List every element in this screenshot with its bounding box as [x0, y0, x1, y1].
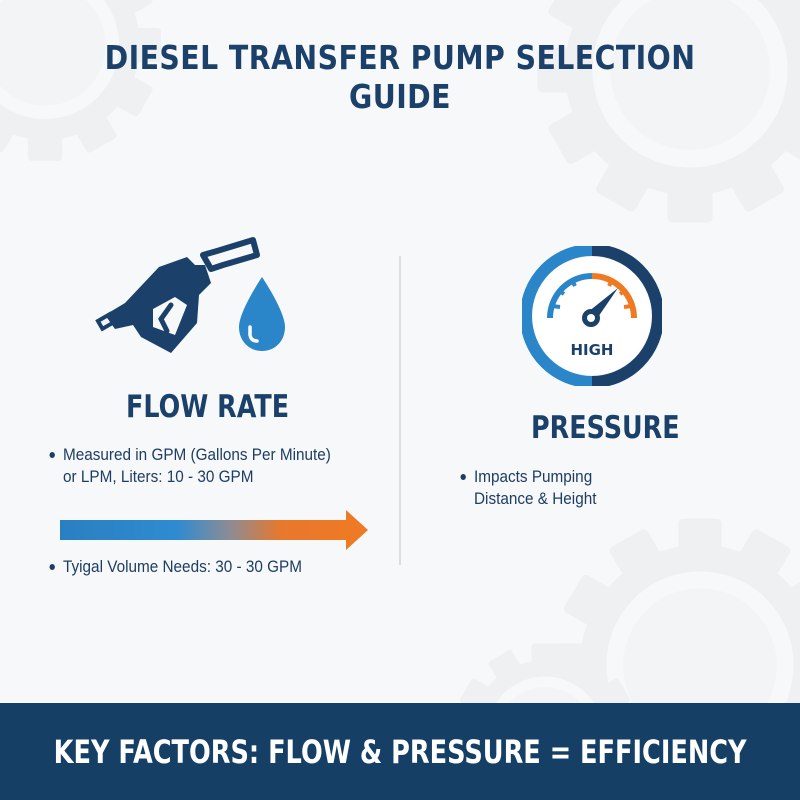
section-divider — [399, 256, 401, 565]
gauge-label: HIGH — [570, 341, 613, 359]
bullet-text-line: or LPM, Liters: 10 - 30 GPM — [63, 467, 254, 486]
pressure-bullet: Impacts Pumping Distance & Height — [460, 466, 597, 510]
bullet-text-line: Measured in GPM (Gallons Per Minute) — [63, 445, 331, 464]
bullet-dot — [49, 452, 55, 458]
page-title: DIESEL TRANSFER PUMP SELECTION GUIDE — [104, 38, 696, 116]
banner-text: KEY FACTORS: FLOW & PRESSURE = EFFICIENC… — [53, 732, 747, 771]
flow-gradient-arrow-icon — [60, 510, 368, 550]
bullet-dot — [460, 474, 466, 480]
bullet-dot — [49, 564, 55, 570]
fuel-drop-icon — [239, 277, 285, 351]
flow-rate-heading: FLOW RATE — [126, 389, 290, 425]
pressure-heading: PRESSURE — [531, 410, 680, 446]
bullet-text-line: Distance & Height — [474, 489, 597, 508]
bullet-text-line: Impacts Pumping — [474, 467, 593, 486]
bullet-text-line: Tyigal Volume Needs: 30 - 30 GPM — [63, 557, 302, 576]
key-factors-banner: KEY FACTORS: FLOW & PRESSURE = EFFICIENC… — [0, 703, 800, 800]
pressure-gauge-icon: HIGH — [522, 246, 662, 386]
fuel-nozzle-icon — [95, 237, 260, 353]
flow-rate-bullet: Tyigal Volume Needs: 30 - 30 GPM — [49, 556, 302, 578]
flow-rate-bullet: Measured in GPM (Gallons Per Minute) or … — [49, 444, 331, 488]
